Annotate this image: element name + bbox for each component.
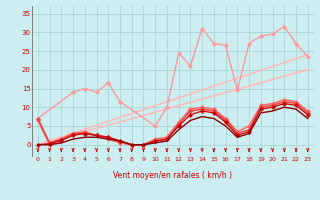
X-axis label: Vent moyen/en rafales ( km/h ): Vent moyen/en rafales ( km/h )	[113, 171, 232, 180]
